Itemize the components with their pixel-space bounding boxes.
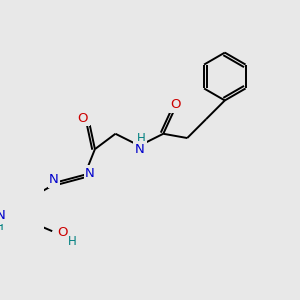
Text: N: N [0,209,6,222]
Text: H: H [68,235,77,248]
Text: O: O [78,112,88,125]
Text: H: H [137,132,146,146]
Text: H: H [0,220,4,232]
Text: N: N [85,167,95,180]
Text: N: N [49,173,59,186]
Text: O: O [57,226,68,239]
Text: O: O [170,98,181,111]
Text: N: N [134,142,144,156]
